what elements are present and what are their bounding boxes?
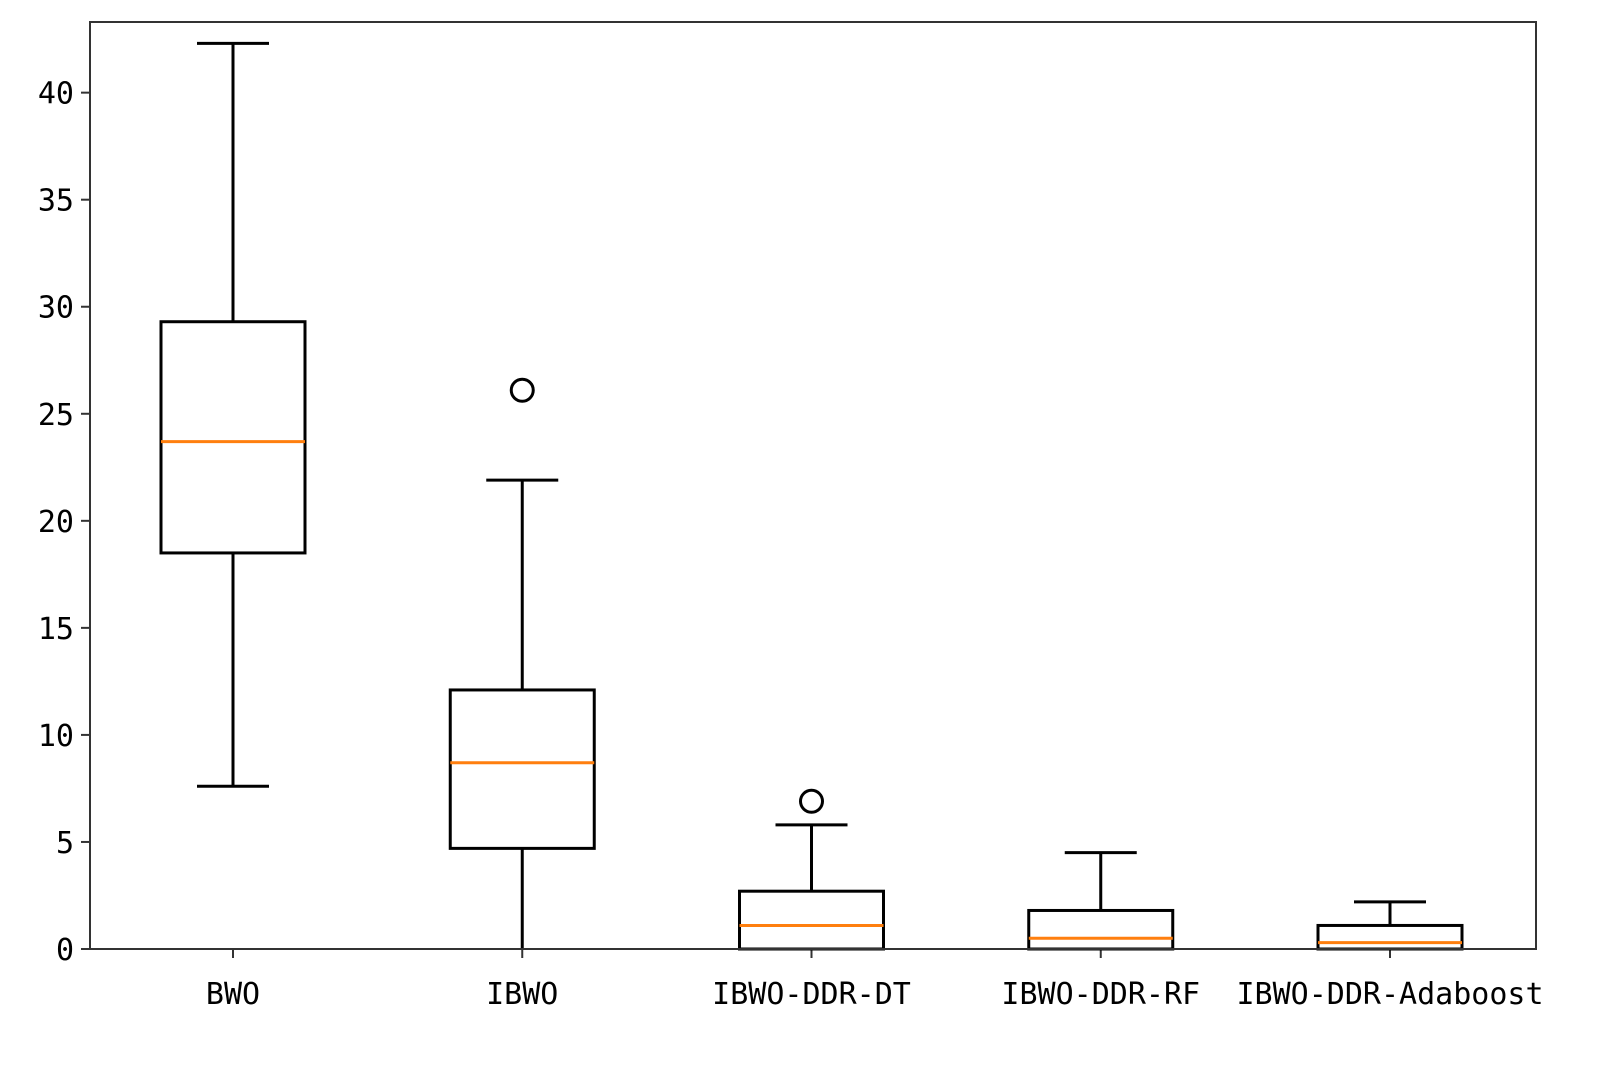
y-tick-label: 40 — [38, 77, 74, 112]
x-tick-label: IBWO-DDR-Adaboost — [1236, 977, 1543, 1012]
y-tick-label: 25 — [38, 398, 74, 433]
x-tick-label: IBWO-DDR-RF — [1001, 977, 1200, 1012]
box-iqr — [448, 688, 596, 850]
x-tick-label: IBWO — [486, 977, 558, 1012]
plot-frame — [89, 21, 1537, 950]
y-tick-label: 15 — [38, 612, 74, 647]
box-iqr — [1027, 908, 1175, 951]
box-group — [448, 377, 596, 949]
y-tick-label: 30 — [38, 291, 74, 326]
box-iqr — [738, 889, 885, 951]
box-iqr — [1316, 923, 1464, 951]
x-axis-ticks: BWO IBWO IBWO-DDR-DT IBWO-DDR-RF IBWO-DDR-Ad… — [206, 949, 1544, 1012]
outlier-point — [799, 788, 824, 814]
box-group — [1316, 900, 1464, 951]
y-tick-label: 5 — [56, 826, 74, 861]
box-group — [738, 788, 885, 951]
boxes — [159, 41, 1464, 951]
y-axis-ticks: 0 5 10 15 20 25 30 35 40 — [38, 77, 90, 968]
box-iqr — [159, 320, 307, 555]
y-tick-label: 20 — [38, 505, 74, 540]
box-group — [159, 41, 307, 788]
box-group — [1027, 851, 1175, 951]
y-tick-label: 0 — [56, 933, 74, 968]
y-tick-label: 10 — [38, 719, 74, 754]
outlier-point — [509, 377, 535, 403]
x-tick-label: BWO — [206, 977, 260, 1012]
x-tick-label: IBWO-DDR-DT — [712, 977, 911, 1012]
y-tick-label: 35 — [38, 184, 74, 219]
